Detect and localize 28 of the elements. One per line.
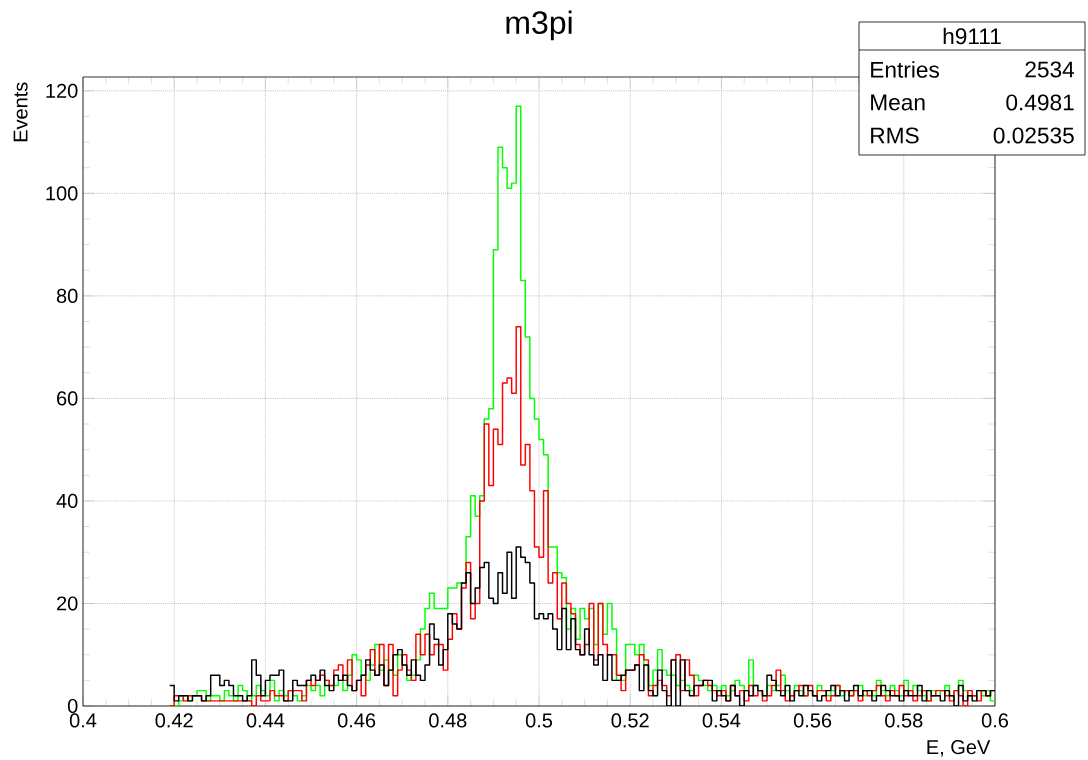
x-tick-label: 0.56 bbox=[793, 713, 832, 728]
x-tick-label: 0.58 bbox=[885, 713, 923, 728]
annotation: 0.02535 bbox=[993, 127, 1074, 144]
y-tick-label: 0 bbox=[67, 698, 78, 714]
y-tick-label: 80 bbox=[56, 288, 78, 303]
y-tick-label: 60 bbox=[57, 391, 78, 406]
y-tick-label: 20 bbox=[57, 596, 78, 611]
x-tick-label: 0.4 bbox=[69, 713, 97, 728]
x-tick-label: 0.44 bbox=[246, 713, 285, 728]
text: 0.4981 bbox=[1006, 94, 1074, 111]
y-tick-label: 120 bbox=[46, 83, 78, 98]
x-tick-label: 0.48 bbox=[429, 713, 467, 728]
chart-title: m3pi bbox=[506, 10, 572, 41]
y-axis-title: Events bbox=[13, 82, 28, 142]
annotation: RMS bbox=[871, 127, 919, 144]
annotation: Entries bbox=[871, 61, 939, 78]
x-tick-label: 0.6 bbox=[981, 713, 1009, 728]
y-tick-label: 40 bbox=[56, 493, 78, 509]
x-tick-label: 0.42 bbox=[155, 713, 193, 728]
x-tick-label: 0.5 bbox=[525, 713, 553, 728]
x-axis-title: E, GeV bbox=[927, 740, 991, 757]
x-tick-label: 0.52 bbox=[611, 713, 649, 728]
text: 2534 bbox=[1025, 61, 1075, 78]
text: h9111 bbox=[943, 27, 1001, 45]
x-tick-label: 0.54 bbox=[702, 713, 741, 728]
x-tick-label: 0.46 bbox=[337, 713, 376, 728]
annotation: Mean bbox=[871, 94, 925, 111]
y-tick-label: 100 bbox=[46, 186, 78, 201]
